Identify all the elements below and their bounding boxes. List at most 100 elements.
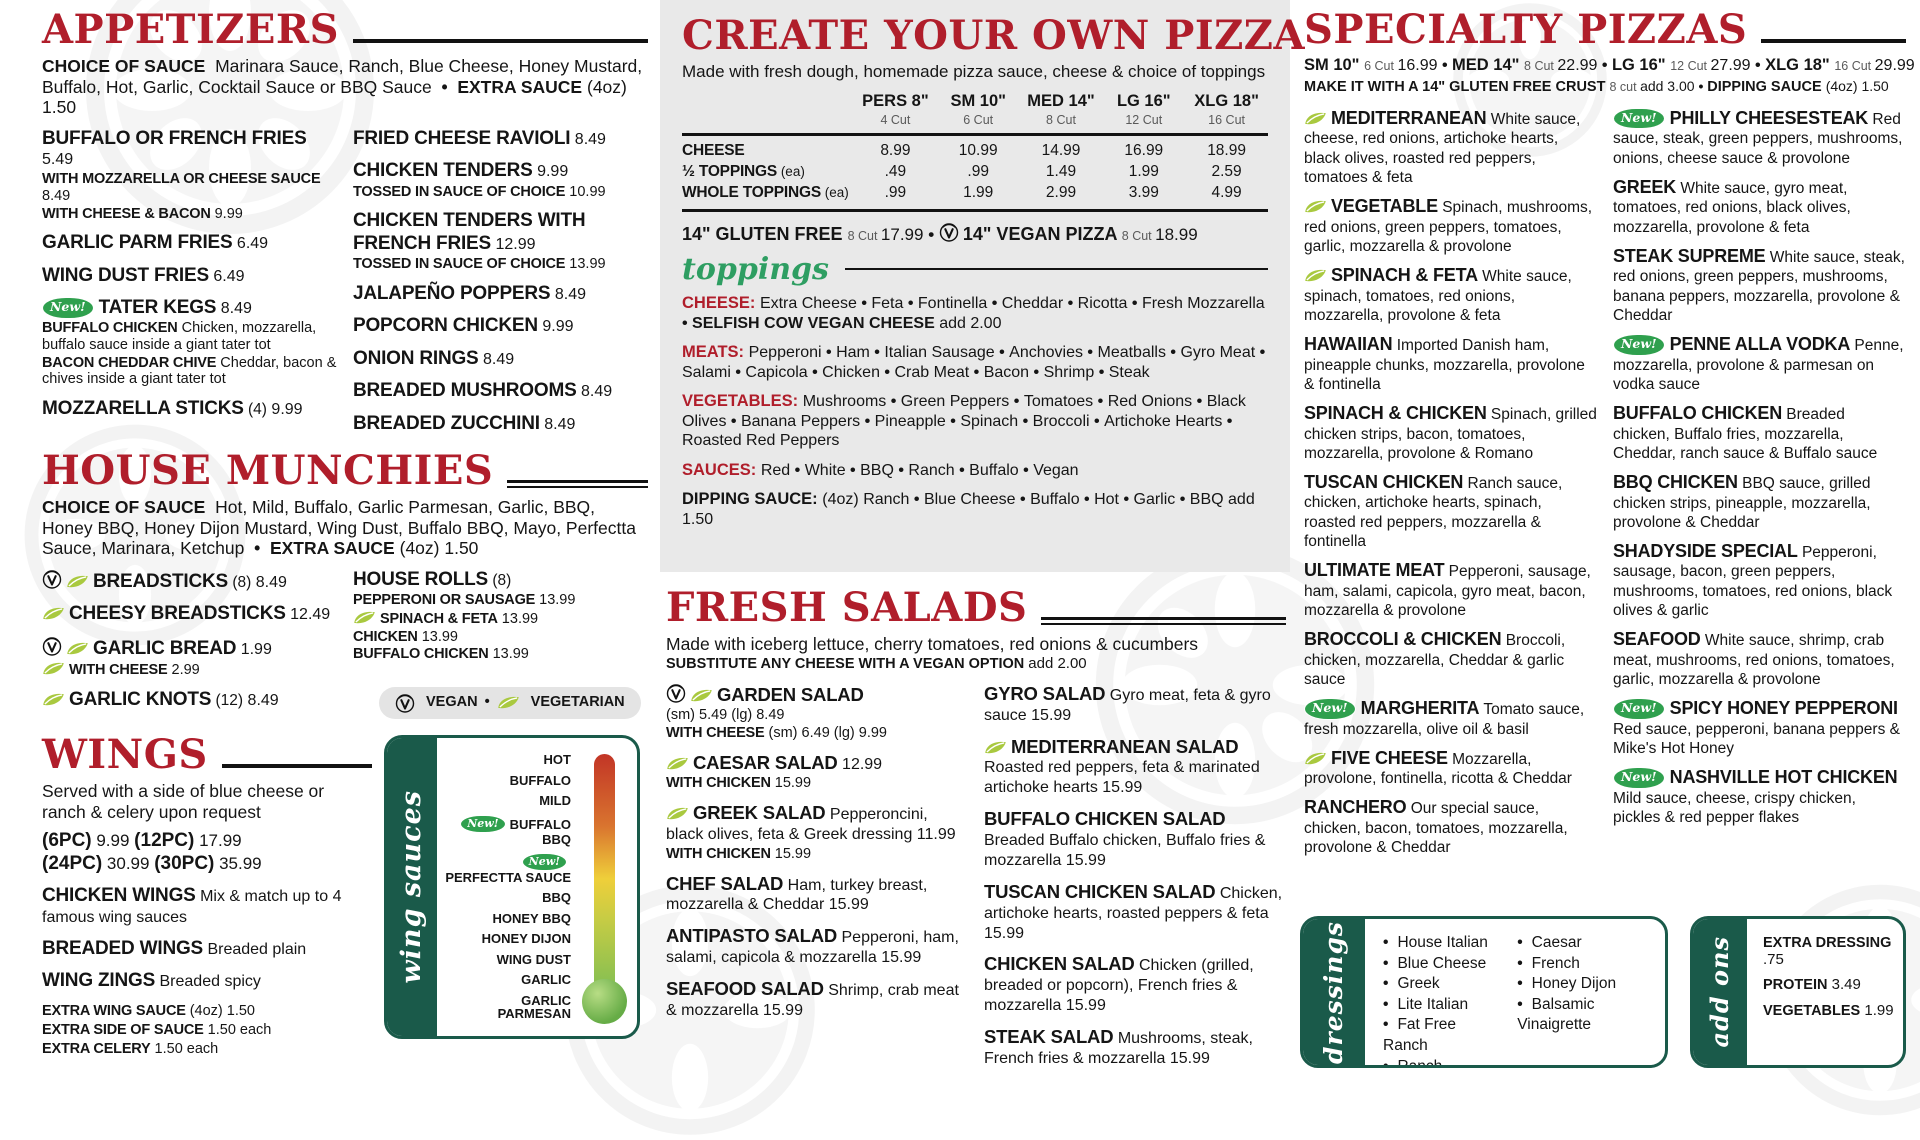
wing-piece-value: 35.99 — [214, 853, 262, 873]
subline-label: CHICKEN — [353, 628, 418, 645]
dressings-col2: CaesarFrenchHoney DijonBalsamic Vinaigre… — [1517, 933, 1655, 1057]
menu-item-name: CHICKEN TENDERS — [353, 160, 533, 182]
menu-item: BROCCOLI & CHICKEN Broccoli, chicken, mo… — [1304, 629, 1597, 689]
dressings-box: dressings House ItalianBlue CheeseGreekL… — [1300, 916, 1668, 1068]
subline-label: BACON CHEDDAR CHIVE — [42, 354, 217, 371]
vegan-icon — [666, 683, 686, 703]
bullet-separator: • — [879, 363, 895, 381]
vegan-icon — [939, 222, 959, 242]
topping-name: Spinach — [960, 412, 1019, 430]
menu-item: HAWAIIAN Imported Danish ham, pineapple … — [1304, 334, 1597, 394]
menu-item-name: CHICKEN SALAD — [984, 953, 1135, 975]
menu-item: MOZZARELLA STICKS (4) 9.99 — [42, 398, 337, 420]
menu-item-desc: Broccoli, chicken, mozzarella, Cheddar &… — [1304, 632, 1566, 689]
menu-item: VEGETABLE Spinach, mushrooms, red onions… — [1304, 196, 1597, 256]
wing-sauce-name: HOT — [543, 752, 571, 768]
pizza-title-row: CREATE YOUR OWN PIZZA — [682, 16, 1305, 56]
wing-sauce: HONEY DIJON — [482, 932, 571, 946]
topping-group-label: SAUCES: — [682, 460, 761, 479]
add-ons-title: add ons — [1704, 936, 1734, 1048]
subline-value: 15.99 — [770, 775, 812, 792]
add-ons-sidebar: add ons — [1693, 919, 1747, 1065]
note-cut: 8 cut — [1609, 79, 1641, 94]
topping-group-label: CHEESE: — [682, 294, 760, 313]
bullet-separator: • — [1165, 344, 1181, 362]
menu-item: GREEK White sauce, gyro meat, tomatoes, … — [1613, 177, 1906, 237]
menu-item-price: 12.99 — [491, 235, 536, 253]
vegan-icon — [395, 693, 415, 713]
bullet-separator: • — [1018, 461, 1034, 479]
wings-piece-prices: (6PC) 9.99 (12PC) 17.99 (24PC) 30.99 (30… — [42, 830, 372, 875]
sauce-note-text: Hot, Mild, Buffalo, Garlic Parmesan, Gar… — [42, 496, 636, 559]
menu-item: GYRO SALAD Gyro meat, feta & gyro sauce … — [984, 683, 1286, 726]
vegetarian-leaf-icon — [1304, 111, 1327, 126]
size-label: SM 10" — [1304, 56, 1365, 74]
menu-item-qty: (8) — [228, 573, 252, 591]
menu-item: FRIED CHEESE RAVIOLI 8.49 — [353, 128, 648, 150]
wing-sauce-name: BBQ — [542, 890, 571, 906]
menu-item-name: CHICKEN TENDERS WITH FRENCH FRIES — [353, 210, 586, 254]
menu-item: STEAK SUPREME White sauce, steak, red on… — [1613, 246, 1906, 326]
menu-item: New! NASHVILLE HOT CHICKEN Mild sauce, ch… — [1613, 767, 1906, 827]
menu-item-name: PHILLY CHEESESTEAK — [1669, 107, 1869, 128]
menu-item-line: BREADED WINGS Breaded plain — [42, 938, 372, 960]
sauce-note-text: Marinara Sauce, Ranch, Blue Cheese, Hone… — [42, 56, 643, 97]
menu-item-desc: Shrimp, crab meat & mozzarella 15.99 — [666, 982, 959, 1019]
menu-item-price: 8.49 — [539, 415, 576, 433]
menu-item-desc: Ham, turkey breast, mozzarella & Cheddar… — [666, 876, 928, 914]
pt-divider — [682, 133, 1268, 137]
menu-item: New! MARGHERITA Tomato sauce, fresh mozza… — [1304, 698, 1597, 739]
pt-row-label-text: WHOLE TOPPINGS — [682, 184, 822, 202]
dressing-option: Ranch — [1383, 1057, 1491, 1065]
bullet-separator: • — [886, 393, 901, 411]
pt-price-value: 18.99 — [1207, 141, 1246, 159]
menu-item-name: TUSCAN CHICKEN — [1304, 471, 1464, 492]
topping-name: BBQ — [860, 461, 894, 479]
wing-sauces-sidebar: wing sauces — [387, 738, 437, 1037]
menu-item-line: VEGETABLE Spinach, mushrooms, red onions… — [1304, 196, 1597, 256]
menu-item: BUFFALO CHICKEN SALAD Breaded Buffalo ch… — [984, 808, 1286, 871]
menu-item-name: SPINACH & FETA — [1331, 265, 1478, 286]
wings-row: WINGS Served with a side of blue cheese … — [42, 735, 648, 1059]
special-pizza-cut: 8 Cut — [1121, 229, 1156, 244]
menu-item-name: MARGHERITA — [1360, 698, 1480, 719]
specialty-title: SPECIALTY PIZZAS — [1304, 6, 1748, 53]
bullet-separator: • — [807, 363, 823, 381]
menu-item-name: GYRO SALAD — [984, 682, 1106, 704]
wings-extra-line: EXTRA SIDE OF SAUCE 1.50 each — [42, 1021, 372, 1040]
special-pizza-price: 18.99 — [1155, 225, 1198, 245]
pt-price-value: .49 — [884, 163, 907, 181]
topping-group-label: MEATS: — [682, 343, 749, 362]
subline-value: Chicken, mozzarella, buffalo sauce insid… — [42, 320, 317, 354]
menu-item-desc: Red sauce, pepperoni, banana peppers & M… — [1613, 720, 1900, 758]
menu-item-line: HOUSE ROLLS (8) — [353, 569, 648, 591]
menu-item-line: GYRO SALAD Gyro meat, feta & gyro sauce … — [984, 683, 1286, 726]
menu-item-name: STEAK SUPREME — [1613, 245, 1766, 266]
pt-price-value: 2.59 — [1211, 163, 1242, 181]
dressing-option: Fat Free Ranch — [1383, 1015, 1491, 1056]
wing-piece-label: (12PC) — [134, 830, 195, 852]
pt-price-value: .99 — [967, 163, 989, 181]
extra-label: EXTRA WING SAUCE — [42, 1003, 186, 1020]
pizza-title: CREATE YOUR OWN PIZZA — [682, 12, 1306, 59]
menu-item-desc: White sauce, gyro meat, tomatoes, red on… — [1613, 179, 1851, 236]
topping-name: Tomatoes — [1023, 393, 1094, 411]
extra-label: EXTRA CELERY — [42, 1041, 151, 1058]
menu-item-line: CAESAR SALAD 12.99 — [666, 752, 968, 775]
menu-item: MEDITERRANEAN White sauce, cheese, red o… — [1304, 108, 1597, 188]
vegetarian-leaf-icon — [666, 806, 689, 821]
topping-name: White — [804, 461, 846, 479]
menu-item-desc: Our special sauce, chicken, bacon, tomat… — [1304, 800, 1568, 857]
menu-item-line: New! MARGHERITA Tomato sauce, fresh mozza… — [1304, 698, 1597, 739]
house-munchies-col2: HOUSE ROLLS (8) PEPPERONI OR SAUSAGE 13.9… — [353, 569, 648, 719]
add-ons-list: EXTRA DRESSING .75 PROTEIN 3.49 VEGETABLES… — [1763, 935, 1895, 1020]
vegetarian-leaf-icon — [497, 695, 520, 710]
menu-item: SHADYSIDE SPECIAL Pepperoni, sausage, ba… — [1613, 541, 1906, 621]
house-rolls-list: HOUSE ROLLS (8) PEPPERONI OR SAUSAGE 13.9… — [353, 569, 648, 663]
pt-column-cut: 4 Cut — [880, 112, 911, 127]
add-on-price: 3.49 — [1827, 976, 1861, 994]
house-munchies-title: HOUSE MUNCHIES — [42, 446, 494, 494]
menu-item-line: CHICKEN SALAD Chicken (grilled, breaded … — [984, 953, 1286, 1016]
menu-item-subline: BUFFALO CHICKEN 13.99 — [353, 646, 648, 663]
legend-vegetarian-label: VEGETARIAN — [530, 694, 625, 711]
